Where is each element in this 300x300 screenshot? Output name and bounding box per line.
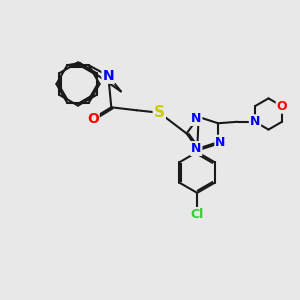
Text: N: N [250, 115, 260, 128]
Text: N: N [215, 136, 226, 149]
Text: Cl: Cl [190, 208, 204, 221]
Text: N: N [191, 142, 201, 155]
Text: N: N [103, 69, 114, 83]
Text: S: S [154, 105, 165, 120]
Text: O: O [87, 112, 99, 126]
Text: N: N [191, 112, 201, 125]
Text: O: O [277, 100, 287, 113]
